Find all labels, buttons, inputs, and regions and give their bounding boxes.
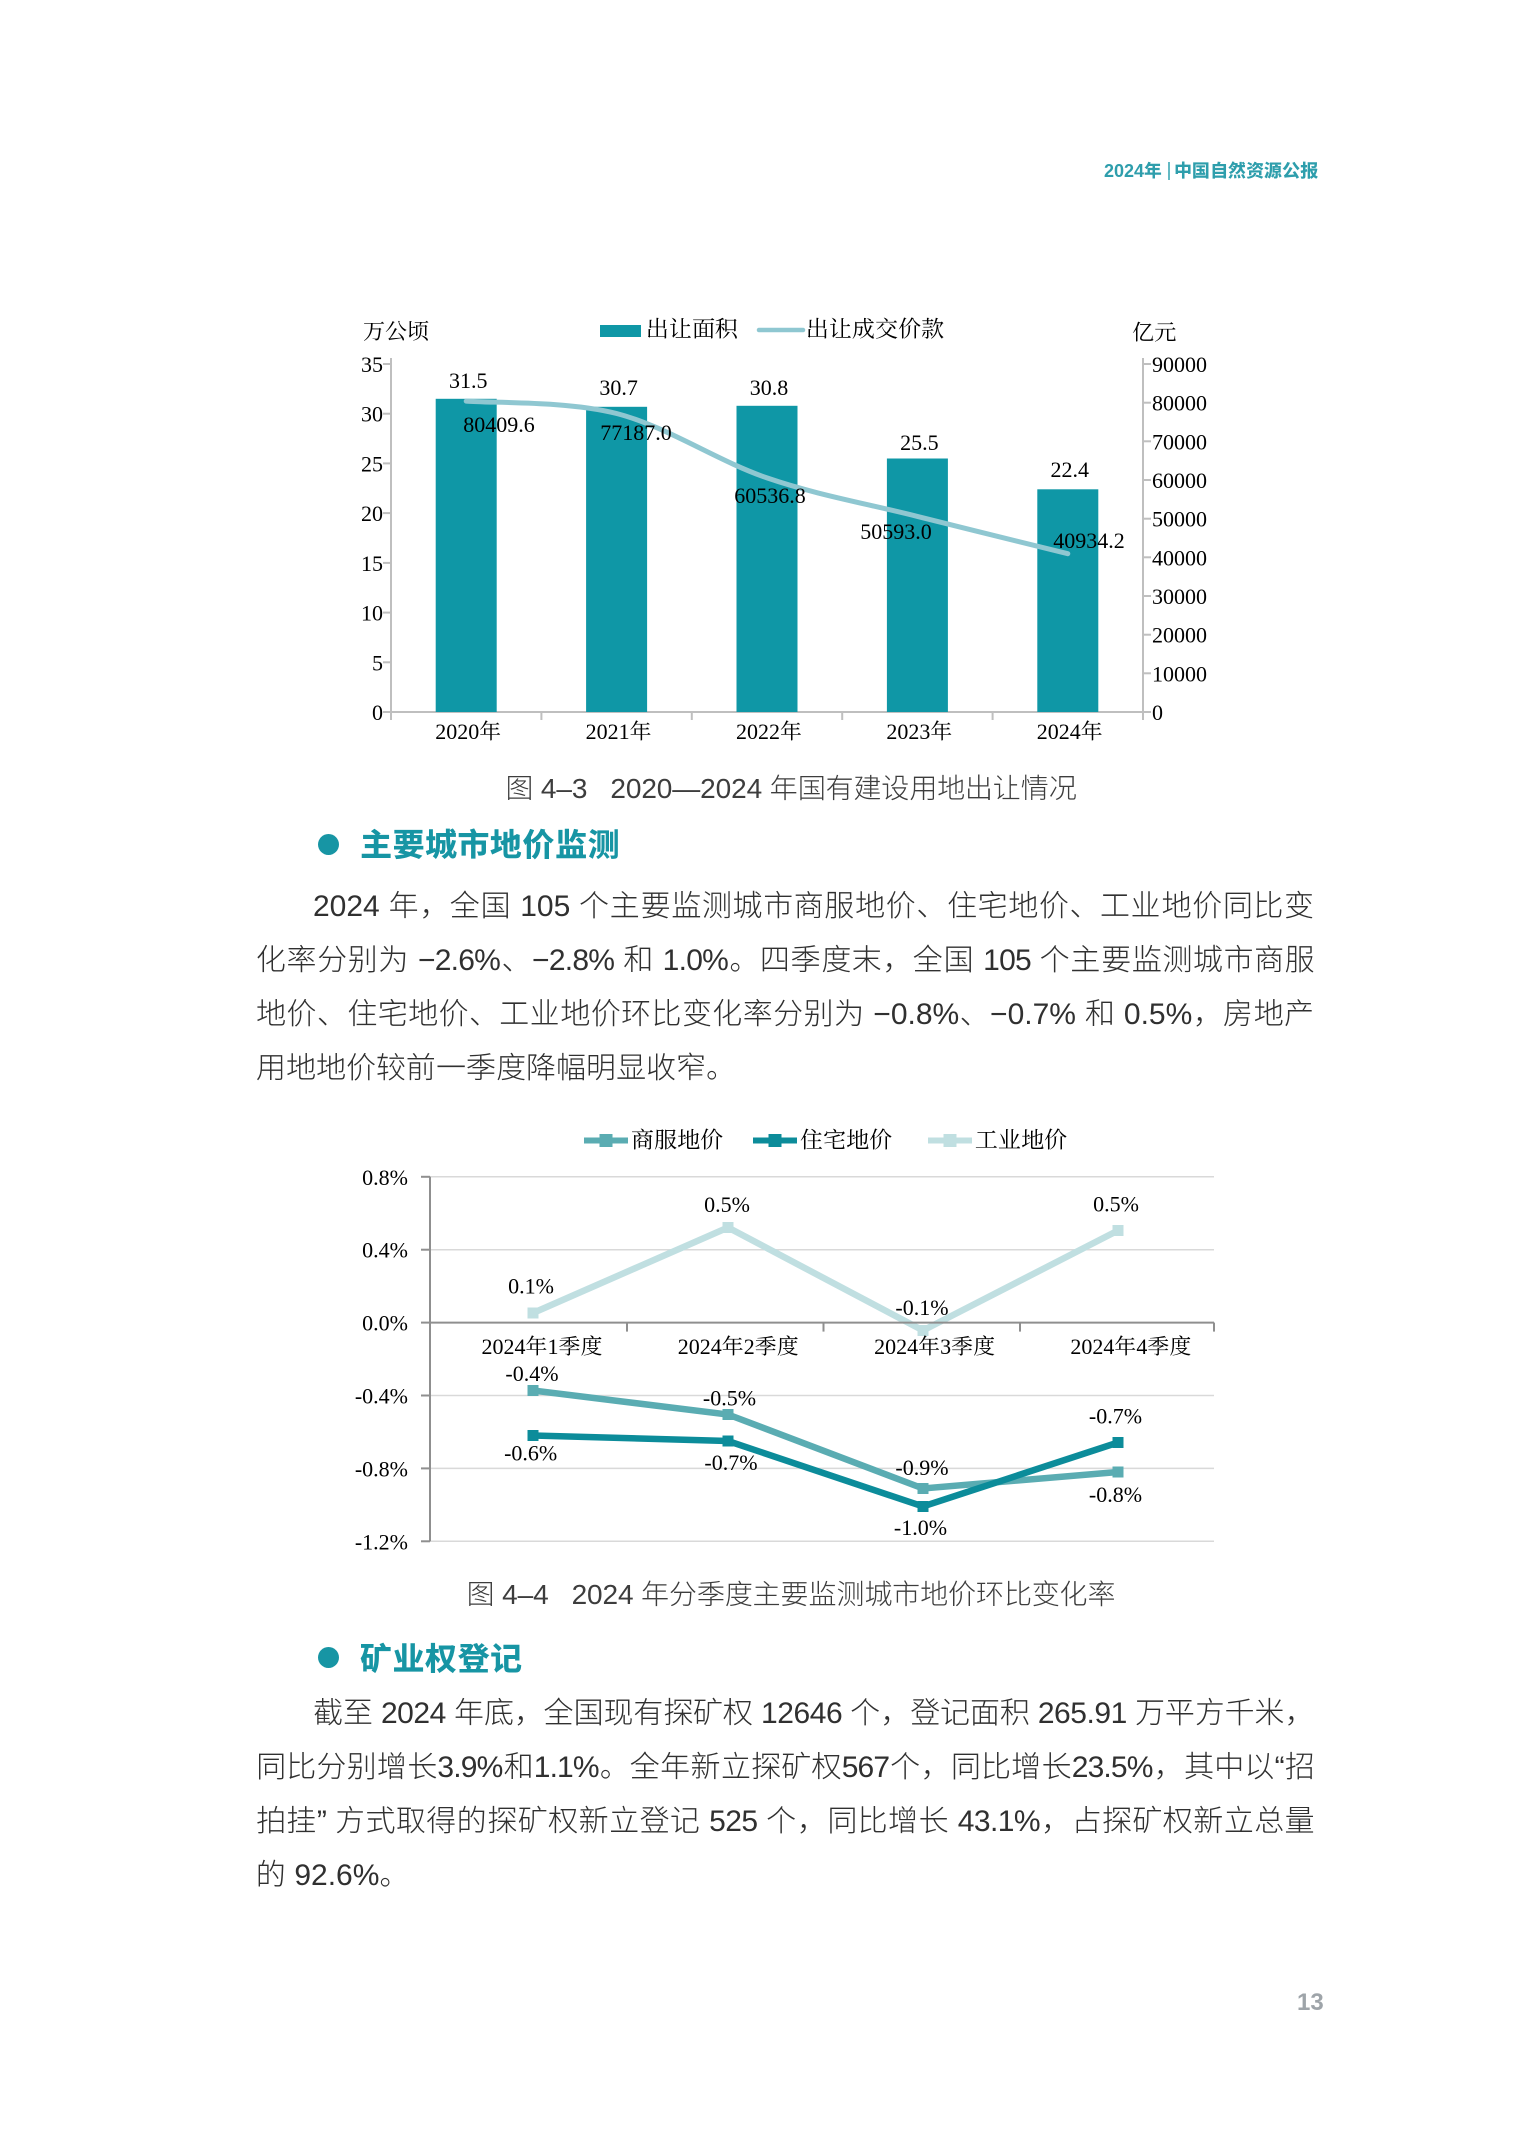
svg-text:35: 35 — [361, 352, 383, 377]
svg-text:-0.4%: -0.4% — [355, 1384, 408, 1409]
svg-text:-0.7%: -0.7% — [704, 1450, 757, 1475]
svg-text:10000: 10000 — [1152, 661, 1207, 686]
svg-text:50000: 50000 — [1152, 507, 1207, 532]
svg-text:77187.0: 77187.0 — [600, 420, 672, 445]
svg-text:10: 10 — [361, 601, 383, 626]
svg-text:25: 25 — [361, 451, 383, 476]
svg-text:-0.5%: -0.5% — [703, 1386, 756, 1411]
svg-text:2022年: 2022年 — [736, 719, 802, 744]
svg-text:2024年3季度: 2024年3季度 — [874, 1334, 995, 1359]
svg-text:出让成交价款: 出让成交价款 — [806, 317, 944, 342]
svg-text:15: 15 — [361, 551, 383, 576]
svg-text:住宅地价: 住宅地价 — [800, 1128, 892, 1153]
svg-text:60000: 60000 — [1152, 468, 1207, 493]
svg-text:50593.0: 50593.0 — [860, 519, 932, 544]
svg-text:2024年4季度: 2024年4季度 — [1070, 1334, 1191, 1359]
svg-text:90000: 90000 — [1152, 352, 1207, 377]
svg-text:万公顷: 万公顷 — [363, 319, 429, 344]
svg-text:-0.8%: -0.8% — [355, 1456, 408, 1481]
svg-text:0: 0 — [1152, 700, 1163, 725]
svg-text:出让面积: 出让面积 — [646, 317, 738, 342]
svg-text:-0.4%: -0.4% — [505, 1361, 558, 1386]
svg-text:-1.2%: -1.2% — [355, 1529, 408, 1554]
svg-text:20: 20 — [361, 501, 383, 526]
svg-text:5: 5 — [372, 650, 383, 675]
svg-text:70000: 70000 — [1152, 429, 1207, 454]
svg-text:亿元: 亿元 — [1132, 320, 1176, 345]
svg-text:2021年: 2021年 — [586, 719, 652, 744]
svg-text:0.5%: 0.5% — [704, 1192, 750, 1217]
svg-text:31.5: 31.5 — [449, 368, 488, 393]
svg-text:40000: 40000 — [1152, 545, 1207, 570]
svg-text:0: 0 — [372, 700, 383, 725]
svg-text:20000: 20000 — [1152, 623, 1207, 648]
svg-text:80000: 80000 — [1152, 391, 1207, 416]
svg-text:0.4%: 0.4% — [362, 1238, 408, 1263]
svg-text:2024年2季度: 2024年2季度 — [678, 1334, 799, 1359]
svg-text:工业地价: 工业地价 — [975, 1128, 1067, 1153]
svg-text:2023年: 2023年 — [886, 719, 952, 744]
svg-text:-0.1%: -0.1% — [895, 1295, 948, 1320]
svg-text:30.7: 30.7 — [599, 375, 638, 400]
svg-text:2024年1季度: 2024年1季度 — [481, 1334, 602, 1359]
svg-text:22.4: 22.4 — [1051, 457, 1090, 482]
svg-text:2024年: 2024年 — [1037, 719, 1103, 744]
svg-text:2020年: 2020年 — [435, 719, 501, 744]
svg-text:0.5%: 0.5% — [1093, 1192, 1139, 1217]
svg-text:60536.8: 60536.8 — [734, 483, 806, 508]
svg-text:0.8%: 0.8% — [362, 1165, 408, 1190]
svg-text:-0.7%: -0.7% — [1089, 1404, 1142, 1429]
svg-text:25.5: 25.5 — [900, 430, 939, 455]
svg-text:30000: 30000 — [1152, 584, 1207, 609]
svg-text:40934.2: 40934.2 — [1053, 528, 1125, 553]
svg-text:-1.0%: -1.0% — [894, 1515, 947, 1540]
svg-text:0.1%: 0.1% — [508, 1274, 554, 1299]
svg-text:商服地价: 商服地价 — [631, 1128, 723, 1153]
svg-text:-0.8%: -0.8% — [1089, 1482, 1142, 1507]
svg-text:-0.6%: -0.6% — [504, 1441, 557, 1466]
svg-text:-0.9%: -0.9% — [895, 1455, 948, 1480]
svg-text:30.8: 30.8 — [750, 375, 789, 400]
svg-text:30: 30 — [361, 402, 383, 427]
svg-text:0.0%: 0.0% — [362, 1311, 408, 1336]
svg-text:80409.6: 80409.6 — [463, 412, 535, 437]
